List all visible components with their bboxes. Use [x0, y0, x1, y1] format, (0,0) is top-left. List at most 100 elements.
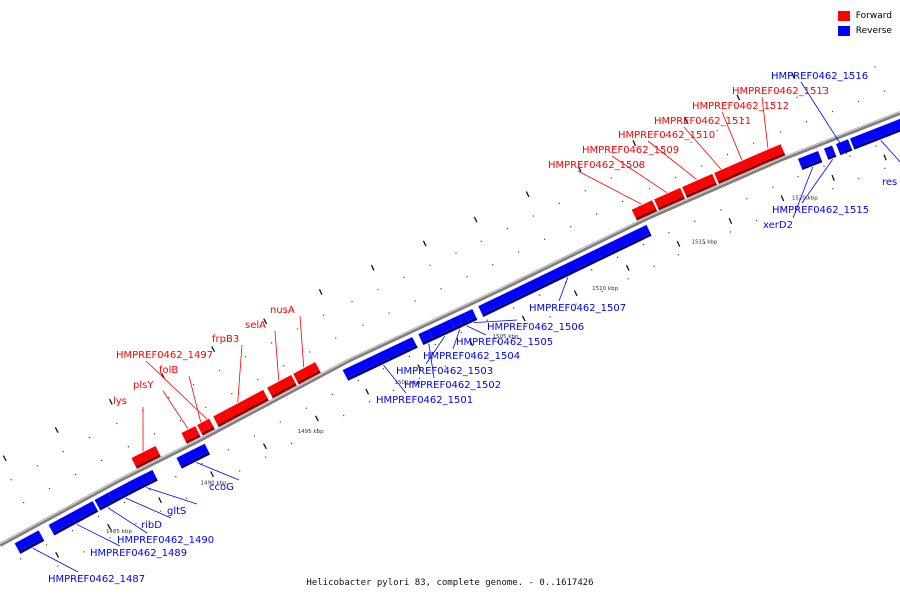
gene-block[interactable]: [181, 426, 200, 442]
gene-hmpref0462-1509[interactable]: [654, 187, 685, 211]
gene-block[interactable]: [205, 418, 214, 429]
gene-block[interactable]: [418, 329, 433, 343]
label-leader: [196, 462, 240, 481]
gene-label[interactable]: HMPREF0462_1516: [771, 71, 868, 82]
gene-block[interactable]: [267, 374, 296, 396]
gene-block[interactable]: [213, 389, 268, 425]
gene-nusa[interactable]: [293, 362, 321, 385]
gene-ribd[interactable]: [108, 480, 137, 503]
minor-tick: [831, 110, 834, 113]
gene-label[interactable]: xerD2: [763, 220, 793, 231]
gene-hmpref0462-1489[interactable]: [48, 501, 99, 536]
gene-label[interactable]: HMPREF0462_1489: [90, 548, 187, 559]
gene-hmpref0462-1490[interactable]: [94, 492, 115, 511]
gene-plsy[interactable]: [181, 426, 201, 444]
gene-block[interactable]: [342, 337, 417, 379]
gene-label[interactable]: HMPREF0462_1497: [116, 350, 213, 361]
gene-folb[interactable]: [197, 420, 211, 436]
gene-block[interactable]: [14, 530, 43, 552]
gene-hmpref0462-1515[interactable]: [824, 145, 837, 160]
gene-label[interactable]: frpB3: [212, 334, 239, 345]
gene-hmpref0462-1505[interactable]: [458, 312, 470, 327]
gene-label[interactable]: HMPREF0462_1512: [692, 101, 789, 112]
gene-label[interactable]: HMPREF0462_1506: [487, 322, 584, 333]
gene-block[interactable]: [654, 187, 684, 208]
gene-block[interactable]: [131, 446, 160, 467]
gene-block[interactable]: [428, 319, 455, 338]
gene-xerd2[interactable]: [798, 151, 823, 171]
minor-tick: [742, 118, 744, 120]
gene-label[interactable]: HMPREF0462_1505: [456, 337, 553, 348]
gene-block[interactable]: [458, 312, 469, 324]
gene-block[interactable]: [128, 469, 157, 490]
gene-hmpref0462-1503[interactable]: [428, 319, 456, 341]
gene-label[interactable]: HMPREF0462_1510: [618, 130, 715, 141]
gene-label[interactable]: HMPREF0462_1507: [529, 303, 626, 314]
gene-hmpref0462-1487[interactable]: [14, 530, 45, 554]
gene-hmpref0462-1501[interactable]: [342, 337, 418, 381]
gene-lys[interactable]: [131, 446, 161, 469]
gene-block[interactable]: [48, 501, 97, 533]
gene-hmpref0462-1497[interactable]: [205, 418, 215, 432]
gene-label[interactable]: res: [882, 177, 897, 188]
gene-label[interactable]: plsY: [133, 380, 154, 391]
gene-label[interactable]: HMPREF0462_1515: [772, 205, 869, 216]
gene-block[interactable]: [293, 362, 320, 382]
gene-hmpref0462-1506[interactable]: [464, 308, 478, 324]
gene-ccog[interactable]: [176, 443, 211, 469]
gene-hmpref0462-1502[interactable]: [418, 329, 434, 346]
gene-block[interactable]: [714, 166, 732, 182]
gene-block[interactable]: [464, 308, 477, 321]
gene-block[interactable]: [108, 480, 135, 501]
gene-label[interactable]: HMPREF0462_1511: [654, 116, 751, 127]
gene-glts[interactable]: [128, 469, 158, 493]
gene-block[interactable]: [798, 151, 822, 168]
major-tick: [365, 388, 370, 395]
gene-hmpref0462-1510[interactable]: [682, 173, 717, 199]
gene-hmpref0462-1513[interactable]: [756, 144, 786, 166]
gene-block[interactable]: [836, 139, 852, 153]
gene-label[interactable]: ribD: [141, 520, 162, 531]
gene-block[interactable]: [850, 118, 900, 147]
gene-block[interactable]: [176, 443, 209, 466]
gene-block[interactable]: [450, 315, 463, 328]
gene-block[interactable]: [478, 224, 651, 315]
gene-label[interactable]: HMPREF0462_1509: [582, 145, 679, 156]
gene-label[interactable]: lys: [113, 396, 127, 407]
gene-frpb3[interactable]: [213, 389, 269, 428]
gene-label[interactable]: HMPREF0462_1504: [423, 351, 520, 362]
gene-hmpref0462-1504[interactable]: [450, 315, 464, 331]
gene-label[interactable]: HMPREF0462_1508: [548, 160, 645, 171]
gene-block[interactable]: [682, 173, 716, 196]
gene-label[interactable]: HMPREF0462_1487: [48, 574, 145, 585]
gene-label[interactable]: selA: [245, 320, 266, 331]
gene-hmpref0462-1508[interactable]: [631, 200, 658, 221]
gene-label[interactable]: HMPREF0462_1503: [396, 366, 493, 377]
gene-hmpref0462-1507[interactable]: [478, 224, 652, 318]
gene-hmpref0462-1511[interactable]: [714, 166, 733, 185]
gene-label[interactable]: nusA: [270, 305, 295, 316]
major-tick: [573, 290, 578, 297]
gene-block-shadow: [731, 162, 761, 178]
gene-label[interactable]: HMPREF0462_1501: [376, 395, 473, 406]
gene-label[interactable]: ccoG: [209, 482, 234, 493]
gene-block[interactable]: [824, 145, 836, 158]
major-tick: [54, 427, 59, 434]
minor-tick: [309, 351, 311, 353]
gene-label[interactable]: folB: [159, 365, 178, 376]
gene-label[interactable]: HMPREF0462_1490: [117, 535, 214, 546]
gene-label[interactable]: HMPREF0462_1513: [732, 86, 829, 97]
gene-hmpref0462-1512[interactable]: [728, 154, 761, 178]
gene-sela[interactable]: [267, 374, 297, 399]
gene-block[interactable]: [631, 200, 656, 218]
gene-label[interactable]: HMPREF0462_1502: [404, 380, 501, 391]
gene-block[interactable]: [94, 492, 113, 508]
gene-block[interactable]: [728, 154, 760, 176]
gene-block-shadow: [132, 477, 158, 493]
gene-hmpref0462-1516[interactable]: [836, 139, 853, 156]
gene-block[interactable]: [756, 144, 785, 163]
gene-label[interactable]: gltS: [167, 506, 186, 517]
gene-res[interactable]: [850, 118, 900, 150]
gene-block[interactable]: [197, 420, 210, 434]
